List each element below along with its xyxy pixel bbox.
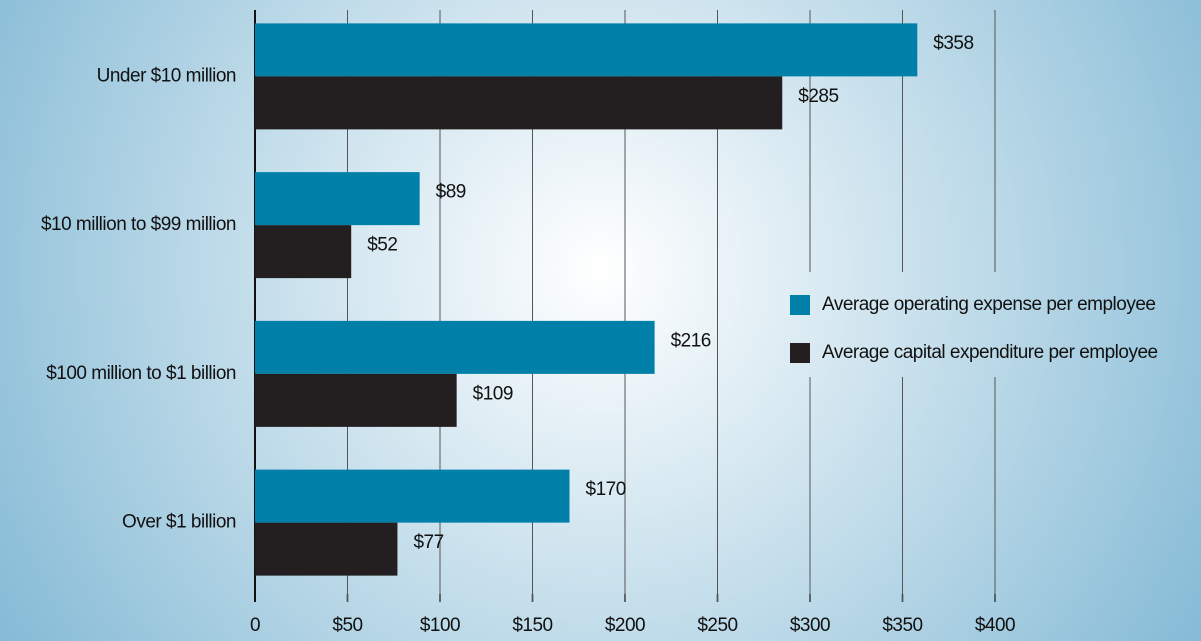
y-tick-label: Over $1 billion (122, 512, 236, 533)
x-tick-label: $250 (697, 615, 737, 636)
bar (255, 76, 783, 130)
value-label: $77 (413, 532, 443, 553)
value-label: $170 (586, 479, 626, 500)
legend-label: Average capital expenditure per employee (822, 342, 1158, 363)
bar (255, 373, 457, 427)
bar (255, 320, 655, 374)
x-tick-label: $400 (975, 615, 1015, 636)
x-tick-label: $200 (605, 615, 645, 636)
x-tick-label: $50 (332, 615, 362, 636)
bar (255, 469, 570, 523)
legend-swatch (790, 343, 810, 363)
legend-swatch (790, 295, 810, 315)
x-tick-label: $150 (512, 615, 552, 636)
value-label: $358 (933, 33, 973, 54)
bar (255, 225, 352, 279)
x-tick-label: $100 (420, 615, 460, 636)
y-tick-label: $10 million to $99 million (41, 214, 236, 235)
bar (255, 522, 398, 576)
x-tick-label: 0 (250, 615, 260, 636)
y-tick-label: $100 million to $1 billion (46, 363, 236, 384)
x-tick-label: $350 (882, 615, 922, 636)
value-label: $89 (436, 182, 466, 203)
y-tick-label: Under $10 million (97, 65, 236, 86)
value-label: $216 (671, 330, 711, 351)
x-tick-label: $300 (790, 615, 830, 636)
value-label: $285 (798, 86, 838, 107)
value-label: $52 (367, 235, 397, 256)
legend-label: Average operating expense per employee (822, 294, 1155, 315)
bar (255, 172, 420, 226)
bar (255, 23, 918, 77)
value-label: $109 (473, 383, 513, 404)
